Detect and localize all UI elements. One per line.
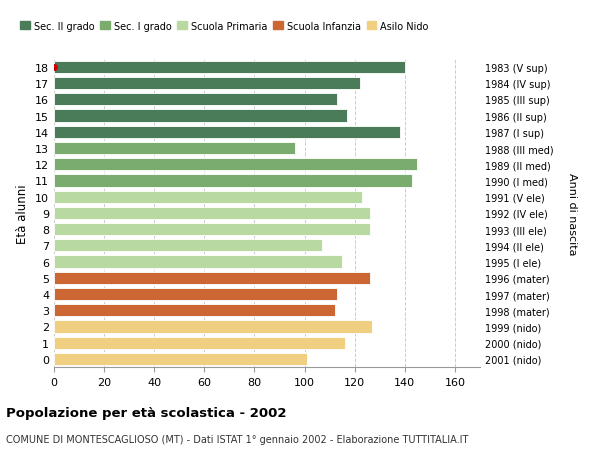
Bar — [54, 337, 344, 349]
Bar — [54, 78, 360, 90]
Bar — [54, 159, 418, 171]
Bar — [54, 175, 412, 187]
Legend: Sec. II grado, Sec. I grado, Scuola Primaria, Scuola Infanzia, Asilo Nido: Sec. II grado, Sec. I grado, Scuola Prim… — [20, 22, 428, 32]
Bar — [54, 321, 372, 333]
Bar — [54, 240, 322, 252]
Bar — [54, 224, 370, 235]
Bar — [54, 272, 370, 284]
Bar — [54, 207, 370, 219]
Bar — [54, 94, 337, 106]
Bar — [54, 62, 405, 74]
Y-axis label: Età alunni: Età alunni — [16, 184, 29, 243]
Bar — [54, 304, 335, 317]
Bar — [54, 353, 307, 365]
Bar — [54, 110, 347, 123]
Text: Popolazione per età scolastica - 2002: Popolazione per età scolastica - 2002 — [6, 406, 287, 419]
Bar — [54, 256, 342, 268]
Bar — [54, 126, 400, 139]
Bar — [54, 288, 337, 301]
Text: COMUNE DI MONTESCAGLIOSO (MT) - Dati ISTAT 1° gennaio 2002 - Elaborazione TUTTIT: COMUNE DI MONTESCAGLIOSO (MT) - Dati IST… — [6, 434, 469, 444]
Y-axis label: Anni di nascita: Anni di nascita — [568, 172, 577, 255]
Bar — [54, 191, 362, 203]
Bar — [54, 143, 295, 155]
